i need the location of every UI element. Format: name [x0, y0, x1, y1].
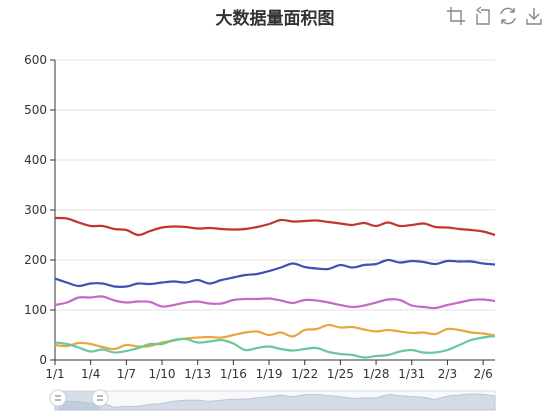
y-tick-label: 0 — [39, 353, 47, 367]
chart-title: 大数据量面积图 — [215, 9, 335, 29]
y-tick-label: 100 — [24, 303, 47, 317]
x-tick-label: 1/4 — [81, 367, 100, 381]
zoom-area-icon[interactable] — [446, 6, 466, 26]
zoom-preview-area — [54, 393, 496, 411]
series-line-2 — [54, 258, 496, 288]
x-tick-label: 1/25 — [327, 367, 354, 381]
x-tick-label: 1/1 — [45, 367, 64, 381]
series-line-1 — [54, 216, 496, 237]
chart-toolbox — [444, 4, 550, 28]
y-tick-label: 600 — [24, 53, 47, 67]
series-line-4 — [54, 323, 496, 351]
x-tick-label: 1/28 — [363, 367, 390, 381]
x-tick-label: 1/10 — [149, 367, 176, 381]
y-tick-label: 300 — [24, 203, 47, 217]
zoom-reset-icon[interactable] — [472, 6, 492, 26]
zoom-handle-right[interactable] — [91, 389, 109, 407]
y-tick-label: 200 — [24, 253, 47, 267]
x-tick-label: 1/19 — [256, 367, 283, 381]
zoom-handle-left[interactable] — [49, 389, 67, 407]
series-line-3 — [54, 295, 496, 310]
x-tick-label: 1/16 — [220, 367, 247, 381]
y-tick-label: 500 — [24, 103, 47, 117]
x-tick-label: 1/31 — [398, 367, 425, 381]
x-tick-label: 1/13 — [184, 367, 211, 381]
y-tick-label: 400 — [24, 153, 47, 167]
x-tick-label: 2/3 — [438, 367, 457, 381]
series-line-5 — [54, 334, 496, 359]
save-image-icon[interactable] — [524, 6, 544, 26]
zoom-selected-window[interactable] — [58, 391, 100, 410]
restore-icon[interactable] — [498, 6, 518, 26]
x-tick-label: 1/22 — [291, 367, 318, 381]
x-tick-label: 1/7 — [117, 367, 136, 381]
x-tick-label: 2/6 — [473, 367, 492, 381]
